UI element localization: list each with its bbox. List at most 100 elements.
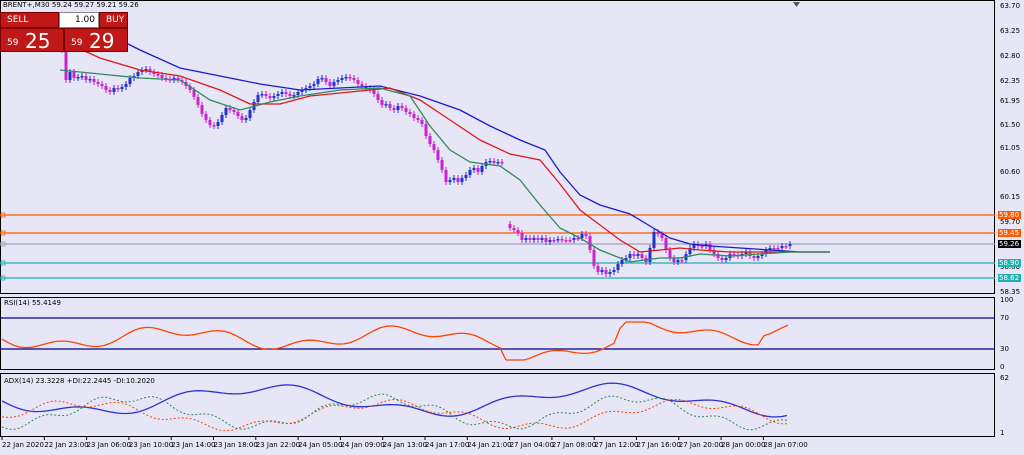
candle-body [328, 82, 332, 86]
candle-body [456, 178, 460, 182]
candle-body [144, 69, 148, 71]
candle-body [592, 250, 596, 266]
time-tick-label: 23 Jan 06:00 [86, 441, 131, 449]
adx-tick-label: 1 [1000, 429, 1005, 437]
candle-body [480, 166, 484, 172]
candle-body [676, 260, 680, 262]
candle-body [140, 70, 144, 72]
time-tick-label: 23 Jan 14:00 [171, 441, 216, 449]
candle-body [588, 236, 592, 250]
candle-body [80, 76, 84, 78]
candle-body [408, 112, 412, 114]
candle-body [776, 248, 780, 250]
level-handle [0, 230, 6, 236]
candle-body [200, 105, 204, 114]
candle-body [548, 240, 552, 242]
one-click-trading-panel: SELL 1.00 BUY 59 25 59 29 [0, 12, 129, 53]
candle-body [668, 250, 672, 258]
candle-body [580, 234, 584, 238]
candle-body [636, 254, 640, 256]
candle-body [104, 86, 108, 90]
time-tick-label: 27 Jan 08:00 [551, 441, 597, 449]
candle-body [552, 240, 556, 242]
buy-button[interactable]: BUY [99, 12, 128, 28]
sell-price-prefix: 59 [7, 38, 19, 48]
candle-body [632, 254, 636, 256]
candle-body [88, 79, 92, 81]
candle-body [516, 230, 520, 233]
candle-body [648, 248, 652, 262]
level-handle [0, 275, 6, 281]
buy-price-button[interactable]: 59 29 [64, 28, 128, 53]
candle-body [272, 96, 276, 98]
candle-body [572, 238, 576, 240]
candle-body [700, 246, 704, 248]
candle-body [780, 246, 784, 248]
candle-body [656, 232, 660, 234]
sell-price-button[interactable]: 59 25 [0, 28, 64, 53]
candle-body [84, 76, 88, 80]
candle-body [312, 84, 316, 86]
candle-body [720, 258, 724, 260]
minus-di-line [1, 398, 787, 432]
candle-body [396, 106, 400, 110]
level-handle [0, 241, 6, 247]
sell-button[interactable]: SELL [0, 12, 59, 28]
price-tick-label: 61.95 [1000, 97, 1021, 105]
candle-body [664, 238, 668, 250]
candle-body [528, 238, 532, 240]
candle-body [308, 86, 312, 88]
candle-body [640, 254, 644, 258]
price-tick-label: 63.70 [1000, 2, 1021, 10]
rsi-tick-label: 30 [1000, 345, 1009, 353]
candle-body [616, 264, 620, 270]
candle-body [160, 75, 164, 78]
candle-body [288, 94, 292, 96]
candle-body [712, 250, 716, 254]
candle-body [560, 239, 564, 241]
candle-body [672, 258, 676, 262]
price-tick-label: 61.50 [1000, 121, 1021, 129]
candle-body [116, 88, 120, 90]
chart-shift-marker [793, 2, 800, 7]
candle-body [436, 150, 440, 160]
candle-body [412, 114, 416, 118]
price-tick-label: 62.80 [1000, 52, 1021, 60]
rsi-header: RSI(14) 55.4149 [4, 299, 61, 307]
price-level-tag: 59.45 [998, 229, 1021, 237]
candle-body [108, 90, 112, 92]
candle-body [284, 92, 288, 94]
candle-body [236, 112, 240, 116]
candle-body [156, 74, 160, 76]
candle-body [652, 232, 656, 248]
candle-body [716, 254, 720, 258]
candle-body [352, 78, 356, 80]
candle-body [460, 178, 464, 182]
buy-price-prefix: 59 [71, 38, 83, 48]
candle-body [332, 82, 336, 86]
candle-body [628, 254, 632, 258]
candle-body [512, 228, 516, 230]
candle-body [756, 256, 760, 258]
lot-size-input[interactable]: 1.00 [59, 12, 99, 28]
rsi-tick-label: 0 [1000, 363, 1005, 371]
level-handle [0, 260, 6, 266]
candle-body [424, 124, 428, 136]
candle-body [600, 270, 604, 272]
candle-body [240, 116, 244, 120]
candle-body [292, 95, 296, 97]
candle-body [280, 92, 284, 94]
candle-body [204, 114, 208, 120]
candle-body [476, 168, 480, 172]
candle-body [404, 108, 408, 112]
buy-price-main: 29 [89, 29, 115, 53]
candle-body [524, 238, 528, 240]
price-tick-label: 60.15 [1000, 193, 1021, 201]
candle-body [100, 84, 104, 86]
candle-body [452, 178, 456, 180]
candle-body [244, 118, 248, 120]
candle-body [68, 72, 72, 80]
price-tick-label: 61.05 [1000, 144, 1021, 152]
